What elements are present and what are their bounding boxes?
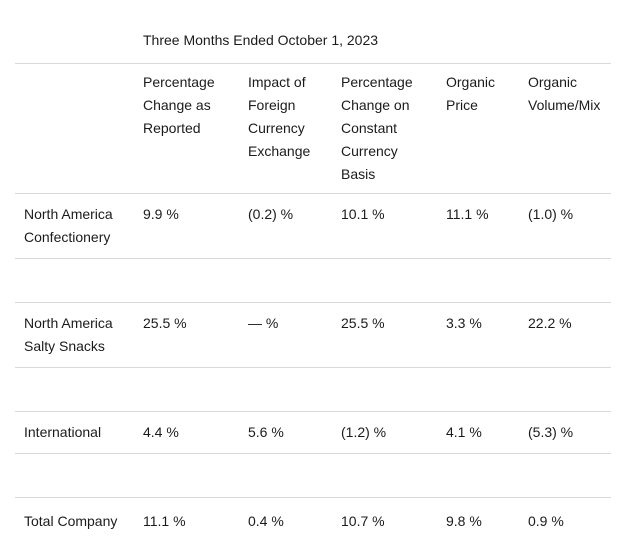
table-header-row: Percentage Change as Reported Impact of … [15, 63, 611, 193]
cell-value: 3.3 % [446, 315, 482, 331]
table-row-north-america-confectionery: North America Confectionery 9.9 % (0.2) … [15, 193, 611, 258]
column-header-percentage-change-constant-currency: Percentage Change on Constant Currency B… [341, 74, 413, 182]
header-cell-empty [15, 64, 143, 193]
row-label: North America Salty Snacks [24, 315, 113, 354]
cell-value: 0.4 % [248, 513, 284, 529]
spacer-row [15, 367, 611, 411]
column-header-impact-of-foreign-currency-exchange: Impact of Foreign Currency Exchange [248, 74, 311, 159]
cell-value: (5.3) % [528, 424, 574, 440]
cell-value: 25.5 % [143, 315, 187, 331]
column-header-organic-price: Organic Price [446, 74, 496, 113]
cell-value: 11.1 % [446, 206, 489, 222]
table-row-total-company: Total Company 11.1 % 0.4 % 10.7 % 9.8 % … [15, 497, 611, 545]
row-label: International [24, 424, 102, 440]
cell-value: (1.0) % [528, 206, 574, 222]
cell-value: 11.1 % [143, 513, 186, 529]
cell-value: (0.2) % [248, 206, 294, 222]
row-label: Total Company [24, 513, 118, 529]
cell-value: 4.1 % [446, 424, 482, 440]
cell-value: 0.9 % [528, 513, 564, 529]
cell-value: 10.7 % [341, 513, 385, 529]
cell-value: 10.1 % [341, 206, 385, 222]
cell-value: (1.2) % [341, 424, 387, 440]
cell-value: 9.9 % [143, 206, 179, 222]
spacer-row [15, 453, 611, 497]
cell-value: 4.4 % [143, 424, 179, 440]
spacer-row [15, 258, 611, 302]
column-header-organic-volume-mix: Organic Volume/Mix [528, 74, 601, 113]
financial-results-table: Three Months Ended October 1, 2023 Perce… [15, 0, 611, 545]
row-label: North America Confectionery [24, 206, 113, 245]
cell-value: 5.6 % [248, 424, 284, 440]
cell-value: 25.5 % [341, 315, 385, 331]
table-title: Three Months Ended October 1, 2023 [143, 32, 379, 48]
column-header-percentage-change-as-reported: Percentage Change as Reported [143, 74, 215, 136]
table-row-north-america-salty-snacks: North America Salty Snacks 25.5 % — % 25… [15, 302, 611, 367]
cell-value: 22.2 % [528, 315, 572, 331]
cell-value: 9.8 % [446, 513, 482, 529]
table-row-international: International 4.4 % 5.6 % (1.2) % 4.1 % … [15, 411, 611, 453]
cell-value: — % [248, 315, 279, 331]
